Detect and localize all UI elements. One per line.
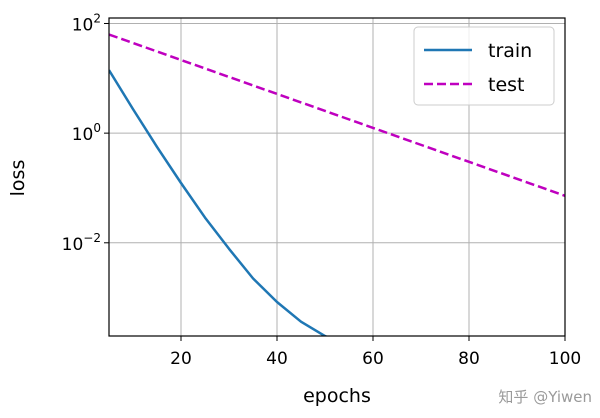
y-tick-label: 100 bbox=[72, 121, 101, 145]
legend-test-label: test bbox=[488, 74, 525, 96]
y-tick-label: 102 bbox=[72, 11, 101, 35]
x-tick-label: 80 bbox=[458, 349, 480, 369]
legend: train test bbox=[413, 26, 555, 106]
plot-frame bbox=[108, 17, 566, 337]
series-train-line bbox=[109, 69, 329, 336]
series-test-line bbox=[109, 33, 565, 197]
series-lines bbox=[109, 33, 565, 336]
y-tick-label: 10−2 bbox=[62, 231, 101, 255]
legend-train-label: train bbox=[488, 40, 532, 62]
y-tick-labels: 10−2 100 102 bbox=[62, 11, 101, 254]
legend-box bbox=[413, 26, 555, 106]
x-tick-label: 100 bbox=[549, 349, 581, 369]
x-axis-label: epochs bbox=[303, 385, 371, 407]
x-tick-label: 20 bbox=[170, 349, 192, 369]
y-axis-label: loss bbox=[7, 160, 29, 197]
tick-marks bbox=[104, 22, 566, 341]
x-tick-labels: 20 40 60 80 100 bbox=[170, 349, 581, 369]
watermark: 知乎 @Yiwen bbox=[498, 388, 592, 406]
x-tick-label: 60 bbox=[362, 349, 384, 369]
x-tick-label: 40 bbox=[266, 349, 288, 369]
